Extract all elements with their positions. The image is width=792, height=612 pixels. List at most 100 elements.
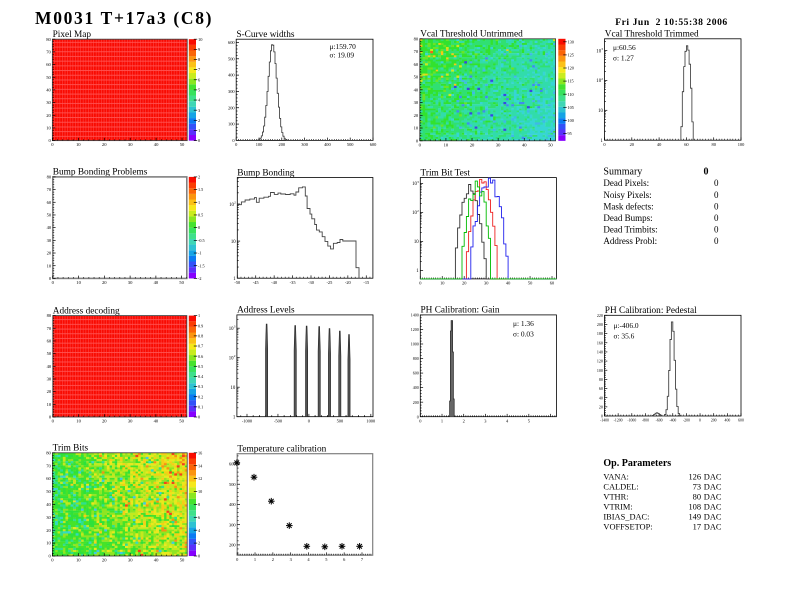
- svg-text:73: 73: [693, 483, 701, 492]
- svg-text:Address Probl:: Address Probl:: [603, 236, 657, 246]
- svg-text:M0031 T+17a3 (C8): M0031 T+17a3 (C8): [35, 8, 212, 28]
- svg-text:50: 50: [46, 75, 51, 80]
- svg-text:-800: -800: [642, 419, 649, 423]
- svg-text:60: 60: [46, 62, 51, 67]
- svg-text:115: 115: [568, 79, 574, 84]
- svg-text:100: 100: [228, 122, 235, 127]
- svg-text:9: 9: [198, 47, 201, 52]
- svg-text:DAC: DAC: [704, 483, 722, 492]
- svg-text:Temperature calibration: Temperature calibration: [237, 445, 326, 455]
- svg-text:Bump Bonding Problems: Bump Bonding Problems: [53, 168, 148, 178]
- svg-text:60: 60: [684, 142, 689, 147]
- svg-text:20: 20: [47, 251, 52, 256]
- svg-text:40: 40: [47, 364, 52, 369]
- svg-text:20: 20: [414, 113, 419, 118]
- svg-text:-25: -25: [326, 280, 333, 285]
- svg-text:60: 60: [46, 476, 51, 481]
- svg-text:40: 40: [154, 280, 159, 285]
- svg-text:40: 40: [154, 558, 159, 563]
- svg-text:200: 200: [229, 543, 236, 548]
- svg-text:0: 0: [417, 414, 419, 419]
- svg-text:120: 120: [568, 66, 574, 71]
- svg-text:20: 20: [102, 142, 107, 147]
- svg-text:400: 400: [725, 419, 731, 423]
- svg-text:Noisy Pixels:: Noisy Pixels:: [603, 190, 651, 200]
- svg-text:10: 10: [76, 419, 81, 424]
- svg-text:0: 0: [601, 414, 603, 419]
- svg-text:95: 95: [568, 131, 572, 136]
- svg-text:20: 20: [470, 142, 475, 147]
- svg-text:Dead Pixels:: Dead Pixels:: [603, 178, 649, 188]
- svg-text:100: 100: [568, 118, 574, 123]
- svg-text:10: 10: [412, 211, 417, 216]
- svg-text:Address Levels: Address Levels: [237, 306, 295, 316]
- svg-text:126: 126: [688, 473, 701, 482]
- svg-text:0: 0: [714, 190, 719, 200]
- svg-text:30: 30: [128, 419, 133, 424]
- svg-text:0: 0: [198, 415, 200, 420]
- svg-text:2: 2: [272, 557, 274, 562]
- svg-text:500: 500: [347, 142, 354, 147]
- svg-text:-1: -1: [198, 251, 202, 256]
- svg-text:Vcal Threshold Untrimmed: Vcal Threshold Untrimmed: [420, 30, 523, 40]
- svg-text:70: 70: [414, 49, 419, 54]
- svg-text:4: 4: [198, 98, 201, 103]
- svg-text:12: 12: [198, 476, 202, 481]
- svg-text:0: 0: [308, 418, 311, 423]
- svg-text:-1000: -1000: [627, 419, 636, 423]
- svg-text:10: 10: [229, 203, 234, 208]
- svg-text:1: 1: [254, 557, 256, 562]
- svg-text:50: 50: [47, 351, 52, 356]
- svg-text:DAC: DAC: [704, 503, 722, 512]
- svg-text:100: 100: [738, 142, 745, 147]
- svg-text:Dead Bumps:: Dead Bumps:: [603, 213, 652, 223]
- svg-text:0: 0: [704, 167, 709, 178]
- svg-text:180: 180: [597, 331, 603, 336]
- svg-text:Trim Bit Test: Trim Bit Test: [421, 168, 471, 178]
- svg-text:-1200: -1200: [614, 419, 623, 423]
- svg-text:0: 0: [419, 418, 422, 423]
- svg-text:130: 130: [568, 39, 574, 44]
- svg-text:300: 300: [301, 142, 308, 147]
- svg-text:-400: -400: [669, 419, 676, 423]
- svg-text:300: 300: [229, 522, 236, 527]
- svg-text:20: 20: [599, 404, 603, 409]
- svg-text:PH Calibration: Gain: PH Calibration: Gain: [421, 306, 500, 316]
- svg-text:0.6: 0.6: [198, 354, 203, 359]
- svg-text:-15: -15: [363, 280, 370, 285]
- svg-text:μ:60.56: μ:60.56: [613, 43, 636, 52]
- svg-text:30: 30: [47, 238, 52, 243]
- svg-text:40: 40: [657, 142, 662, 147]
- svg-text:Summary: Summary: [603, 167, 642, 178]
- svg-text:10: 10: [231, 240, 236, 245]
- svg-text:VOFFSETOP:: VOFFSETOP:: [603, 523, 652, 532]
- svg-text:0.5: 0.5: [198, 213, 203, 218]
- svg-text:600: 600: [738, 419, 744, 423]
- svg-text:0: 0: [714, 178, 719, 188]
- svg-text:80: 80: [46, 37, 51, 42]
- svg-text:80: 80: [693, 493, 701, 502]
- svg-text:40: 40: [522, 142, 527, 147]
- svg-text:10: 10: [46, 541, 51, 546]
- svg-text:Dead Trimbits:: Dead Trimbits:: [603, 225, 657, 235]
- svg-text:105: 105: [568, 105, 574, 110]
- svg-text:40: 40: [46, 88, 51, 93]
- svg-text:2: 2: [463, 418, 465, 423]
- svg-text:800: 800: [413, 356, 419, 361]
- svg-text:10: 10: [76, 558, 81, 563]
- svg-text:10: 10: [198, 37, 203, 42]
- svg-text:2: 2: [601, 77, 603, 81]
- svg-text:-20: -20: [345, 280, 352, 285]
- svg-text:70: 70: [47, 326, 52, 331]
- svg-text:3: 3: [198, 108, 201, 113]
- svg-text:0: 0: [236, 557, 239, 562]
- svg-text:50: 50: [180, 558, 185, 563]
- svg-text:0: 0: [49, 554, 52, 559]
- svg-text:1400: 1400: [411, 313, 419, 318]
- svg-text:80: 80: [47, 313, 52, 318]
- svg-text:-1000: -1000: [242, 418, 253, 423]
- svg-text:600: 600: [370, 142, 377, 147]
- svg-text:3: 3: [601, 47, 603, 51]
- svg-text:16: 16: [198, 450, 202, 455]
- svg-text:0: 0: [52, 280, 55, 285]
